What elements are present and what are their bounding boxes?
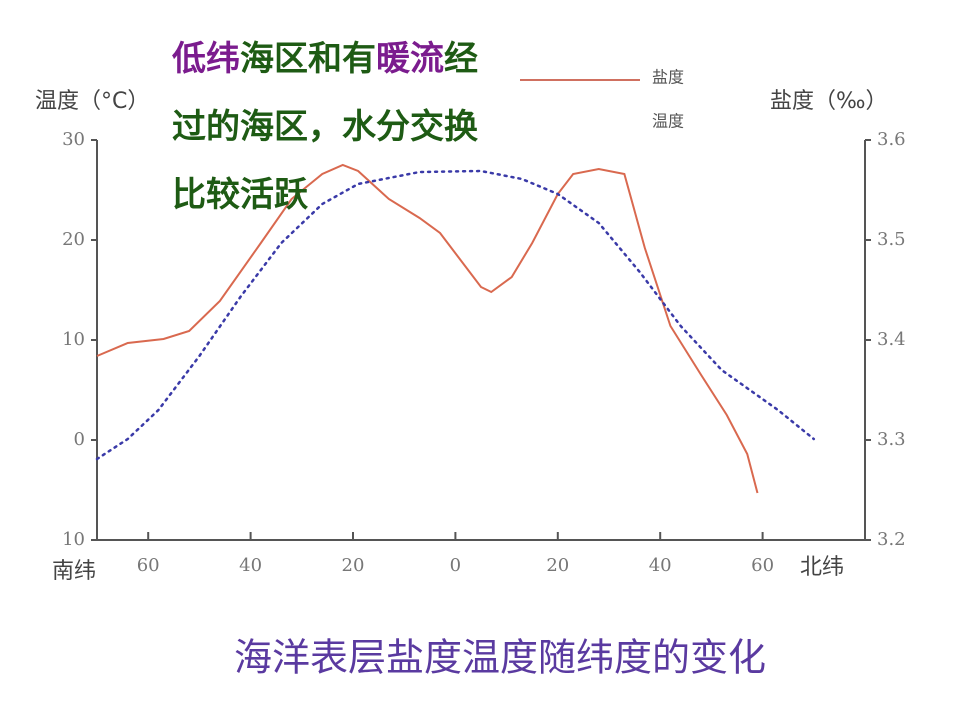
annotation-part: 暖流 xyxy=(376,39,444,79)
x-axis-label-left: 南纬 xyxy=(52,559,96,584)
series-line xyxy=(96,163,759,494)
legend-label: 温度 xyxy=(652,112,684,131)
annotation: 低纬海区和有暖流经 xyxy=(172,39,478,79)
x-tick-label: 60 xyxy=(751,555,774,576)
chart-title: 海洋表层盐度温度随纬度的变化 xyxy=(234,636,766,680)
y2-tick-label: 3.4 xyxy=(877,329,906,350)
series-line xyxy=(95,169,816,461)
x-tick-label: 60 xyxy=(137,555,160,576)
y-tick-label: 0 xyxy=(74,429,85,450)
y2-tick-label: 3.5 xyxy=(877,229,906,250)
y2-tick-label: 3.6 xyxy=(877,129,906,150)
annotation-part: 海区和有 xyxy=(240,39,376,79)
x-axis-label-right: 北纬 xyxy=(800,555,844,580)
annotation-part: 低纬 xyxy=(172,39,240,79)
annotation: 比较活跃 xyxy=(172,175,309,215)
y-tick-label: 10 xyxy=(62,529,85,550)
x-tick-label: 20 xyxy=(546,555,569,576)
legend-label: 盐度 xyxy=(652,68,684,87)
x-tick-label: 0 xyxy=(450,555,461,576)
annotation-part: 经 xyxy=(444,39,478,79)
annotation: 过的海区，水分交换 xyxy=(172,107,478,147)
annotation-part: 过的海区，水分交换 xyxy=(172,107,478,147)
y-axis-label: 温度（°C） xyxy=(35,89,149,114)
annotation-part: 比较活跃 xyxy=(172,175,309,215)
y2-tick-label: 3.2 xyxy=(877,529,906,550)
x-tick-label: 40 xyxy=(239,555,262,576)
y-tick-label: 20 xyxy=(62,229,85,250)
y-tick-label: 30 xyxy=(62,129,85,150)
x-tick-label: 20 xyxy=(342,555,365,576)
y-tick-label: 10 xyxy=(62,329,85,350)
y2-axis-label: 盐度（‰） xyxy=(770,89,888,114)
y2-tick-label: 3.3 xyxy=(877,429,906,450)
x-tick-label: 40 xyxy=(649,555,672,576)
